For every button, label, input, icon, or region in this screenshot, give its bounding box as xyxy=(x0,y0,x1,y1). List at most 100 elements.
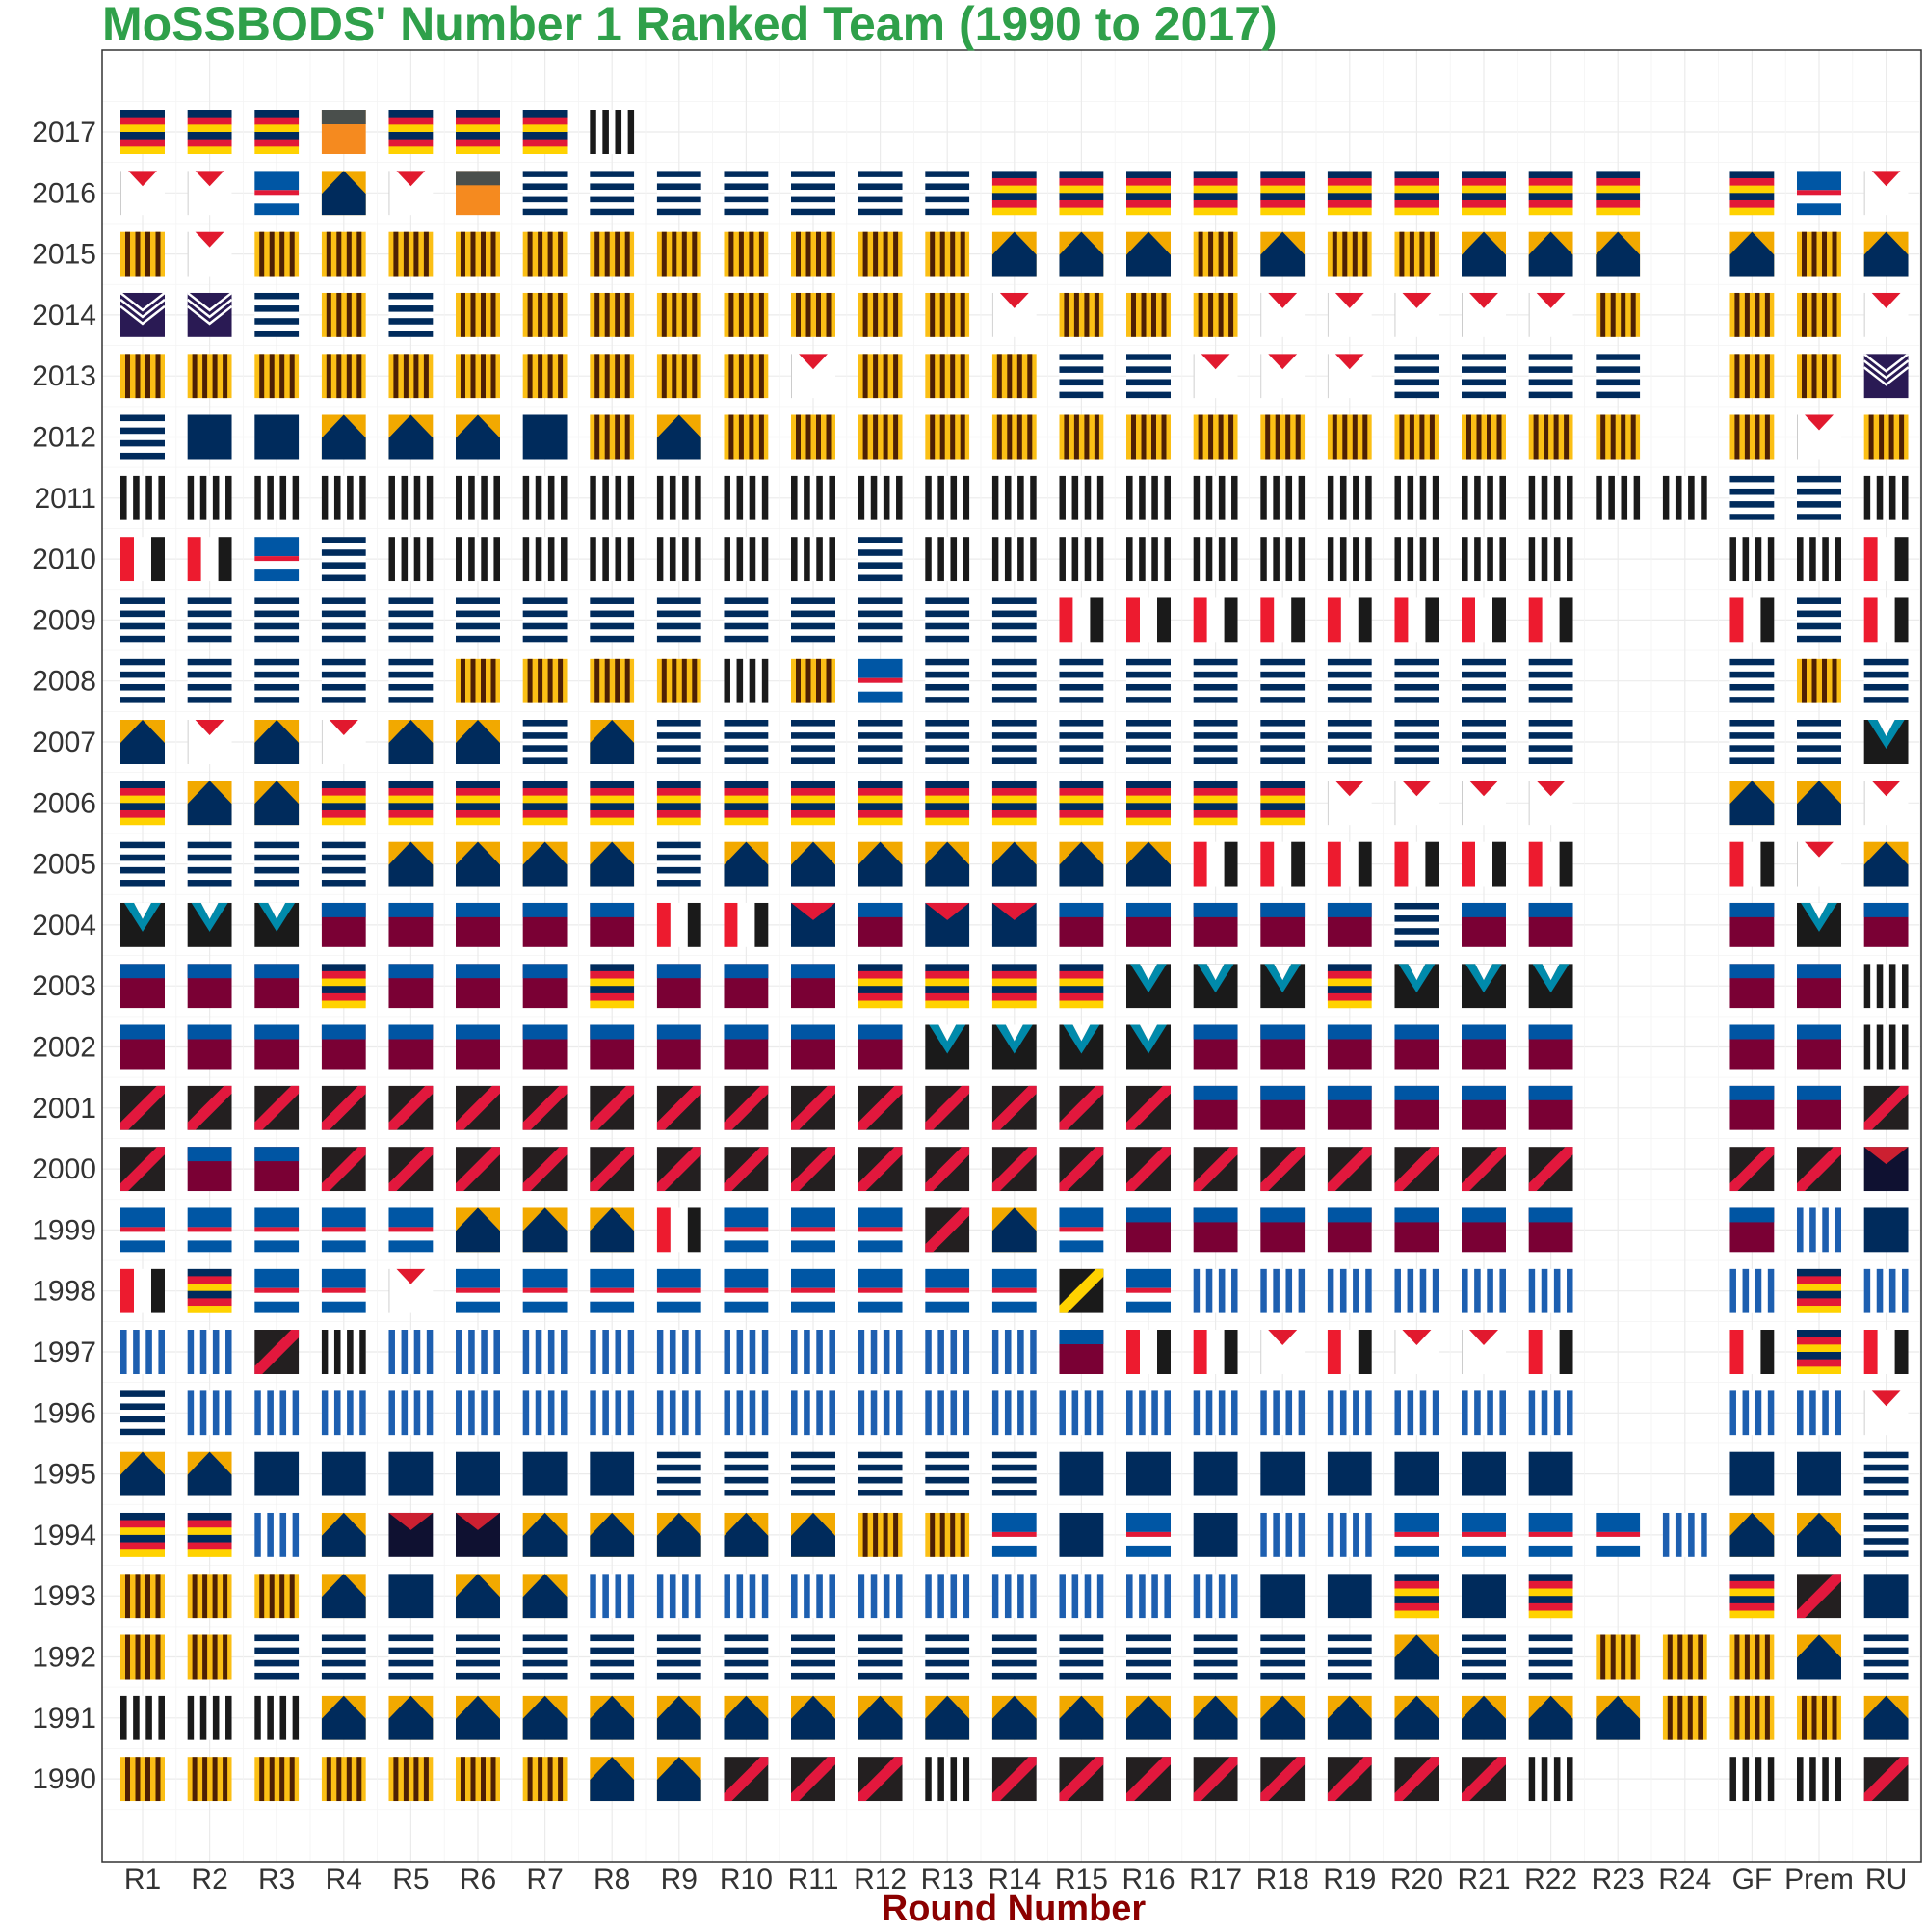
flag-cell xyxy=(991,414,1037,460)
flag-cell xyxy=(1059,1085,1104,1130)
flag-cell xyxy=(1260,1574,1306,1619)
flag-cell xyxy=(388,231,434,277)
flag-cell xyxy=(1863,292,1909,337)
flag-cell xyxy=(321,841,366,887)
flag-cell xyxy=(1193,1574,1238,1619)
flag-cell xyxy=(254,354,300,399)
flag-cell xyxy=(925,1451,970,1496)
flag-cell xyxy=(254,1757,300,1802)
flag-cell xyxy=(1260,964,1306,1009)
flag-cell xyxy=(590,1024,635,1070)
flag-cell xyxy=(1462,292,1506,337)
flag-cell xyxy=(858,1207,903,1253)
y-tick-label: 2007 xyxy=(32,727,96,758)
flag-cell xyxy=(1126,537,1171,582)
flag-cell xyxy=(1528,231,1573,277)
flag-cell xyxy=(1327,781,1372,826)
flag-cell xyxy=(1528,414,1573,460)
flag-cell xyxy=(254,597,300,643)
flag-cell xyxy=(1126,1695,1171,1740)
flag-cell xyxy=(321,414,366,460)
flag-cell xyxy=(120,354,165,399)
x-tick-label: R17 xyxy=(1189,1864,1242,1895)
flag-cell xyxy=(1797,414,1841,460)
flag-cell xyxy=(1327,1390,1372,1436)
flag-cell xyxy=(991,537,1037,582)
flag-cell xyxy=(522,1512,568,1557)
flag-cell xyxy=(388,1512,434,1557)
flag-cell xyxy=(724,1695,769,1740)
flag-cell xyxy=(791,902,835,947)
flag-cell xyxy=(1327,720,1372,764)
flag-cell xyxy=(522,171,568,216)
flag-cell xyxy=(1193,720,1238,764)
flag-cell xyxy=(590,781,635,826)
y-tick-label: 1996 xyxy=(32,1397,96,1429)
flag-cell xyxy=(1059,231,1104,277)
flag-cell xyxy=(1260,1451,1306,1496)
flag-cell xyxy=(254,1574,300,1619)
flag-cell xyxy=(522,1757,568,1802)
flag-cell xyxy=(724,1085,769,1130)
flag-cell xyxy=(321,1451,366,1496)
flag-cell xyxy=(1260,1085,1306,1130)
flag-cell xyxy=(1260,658,1306,703)
flag-cell xyxy=(1327,475,1372,520)
flag-cell xyxy=(254,902,300,947)
flag-cell xyxy=(1729,964,1775,1009)
flag-cell xyxy=(120,1207,165,1253)
flag-cell xyxy=(858,658,903,703)
flag-cell xyxy=(120,720,165,764)
flag-cell xyxy=(388,1695,434,1740)
flag-cell xyxy=(456,231,500,277)
flag-cell xyxy=(522,231,568,277)
x-tick-label: R8 xyxy=(594,1864,630,1895)
flag-cell xyxy=(1729,1695,1775,1740)
flag-cell xyxy=(1126,231,1171,277)
x-tick-label: R19 xyxy=(1323,1864,1376,1895)
flag-cell xyxy=(1394,414,1439,460)
flag-cell xyxy=(1462,1085,1506,1130)
flag-cell xyxy=(590,1085,635,1130)
flag-cell xyxy=(1394,658,1439,703)
flag-cell xyxy=(991,1451,1037,1496)
flag-cell xyxy=(656,1085,701,1130)
flag-cell xyxy=(1394,354,1439,399)
flag-cell xyxy=(1059,292,1104,337)
x-tick-label: R7 xyxy=(526,1864,563,1895)
flag-cell xyxy=(1596,171,1641,216)
flag-cell xyxy=(925,1757,970,1802)
flag-cell xyxy=(858,354,903,399)
flag-cell xyxy=(1260,1330,1306,1374)
flag-cell xyxy=(1394,781,1439,826)
flag-cell xyxy=(1327,1512,1372,1557)
flag-cell xyxy=(1528,475,1573,520)
flag-cell xyxy=(1260,1512,1306,1557)
flag-cell xyxy=(120,1574,165,1619)
y-tick-label: 2004 xyxy=(32,910,96,941)
flag-cell xyxy=(858,1512,903,1557)
flag-cell xyxy=(1260,475,1306,520)
flag-cell xyxy=(1797,964,1841,1009)
flag-cell xyxy=(1863,1268,1909,1313)
flag-cell xyxy=(1462,781,1506,826)
y-tick-label: 2005 xyxy=(32,849,96,881)
flag-cell xyxy=(1260,354,1306,399)
flag-cell xyxy=(1797,1024,1841,1070)
flag-cell xyxy=(858,1695,903,1740)
flag-cell xyxy=(1797,841,1841,887)
flag-cell xyxy=(388,1207,434,1253)
flag-cell xyxy=(120,171,165,216)
flag-cell xyxy=(1394,1268,1439,1313)
flag-cell xyxy=(388,292,434,337)
flag-cell xyxy=(1662,475,1707,520)
flag-cell xyxy=(1596,1695,1641,1740)
flag-cell xyxy=(1863,964,1909,1009)
flag-cell xyxy=(724,841,769,887)
flag-cell xyxy=(1059,414,1104,460)
flag-cell xyxy=(388,171,434,216)
flag-cell xyxy=(656,902,701,947)
flag-cell xyxy=(1059,354,1104,399)
flag-cell xyxy=(321,1512,366,1557)
